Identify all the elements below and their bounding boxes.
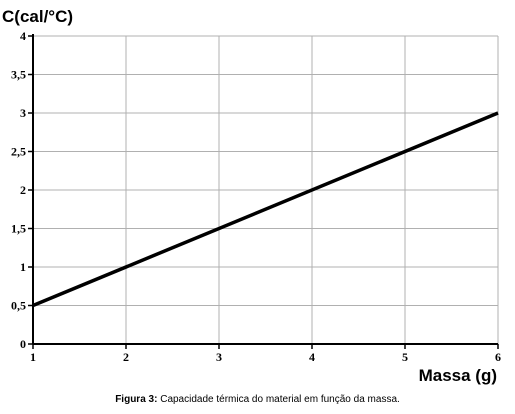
grid-lines xyxy=(33,35,499,344)
y-tick-label: 1,5 xyxy=(11,222,26,236)
y-tick-label: 3,5 xyxy=(11,68,26,82)
series-line xyxy=(32,111,499,308)
x-tick-label: 2 xyxy=(123,350,129,364)
figure-caption: Figura 3: Capacidade térmica do material… xyxy=(0,394,515,405)
y-tick-label: 0,5 xyxy=(11,299,26,313)
series-group xyxy=(32,111,499,308)
y-tick-label: 1 xyxy=(20,260,26,274)
caption-text: Capacidade térmica do material em função… xyxy=(157,394,400,405)
axes xyxy=(28,34,499,349)
x-tick-label: 1 xyxy=(30,350,36,364)
x-tick-labels: 1 2 3 4 5 6 xyxy=(30,350,501,364)
x-tick-label: 3 xyxy=(216,350,222,364)
caption-prefix: Figura 3: xyxy=(115,394,158,405)
y-tick-label: 2,5 xyxy=(11,145,26,159)
y-tick-label: 2 xyxy=(20,183,26,197)
x-tick-label: 4 xyxy=(309,350,315,364)
y-axis-label: C(cal/°C) xyxy=(2,7,73,26)
y-tick-label: 4 xyxy=(20,29,26,43)
y-tick-labels: 0 0,5 1 1,5 2 2,5 3 3,5 4 xyxy=(11,29,26,351)
x-tick-label: 5 xyxy=(402,350,408,364)
y-tick-label: 3 xyxy=(20,106,26,120)
y-tick-label: 0 xyxy=(20,337,26,351)
x-tick-label: 6 xyxy=(495,350,501,364)
x-axis-label: Massa (g) xyxy=(419,366,497,385)
